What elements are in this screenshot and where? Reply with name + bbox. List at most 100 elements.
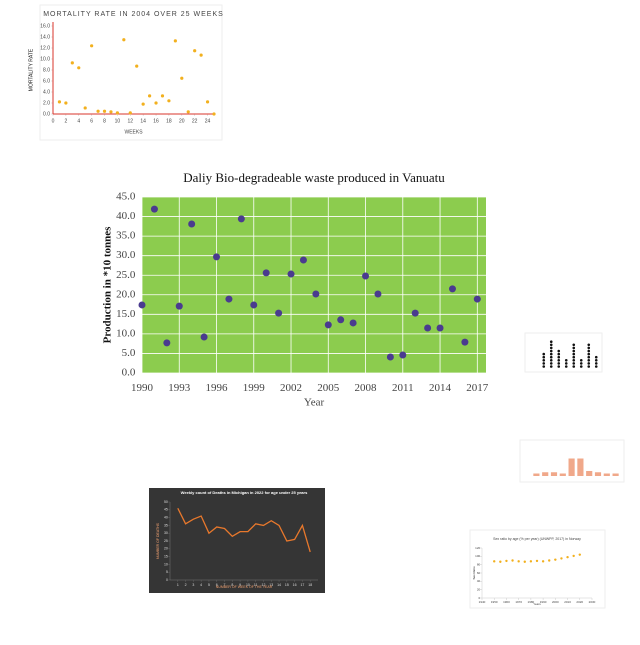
y-tick-label: 16.0 [40,23,50,29]
data-point [188,220,196,228]
data-point [448,285,456,293]
data-point [90,44,94,48]
dot [587,365,591,368]
x-tick-label: 1950 [491,600,498,604]
data-point [499,560,502,563]
dot [579,362,583,365]
x-tick-label: 17 [300,583,304,587]
chart-title: Sex ratio by age (% per year) (UNWPP, 20… [493,537,581,541]
data-point [212,112,216,116]
dot [587,355,591,359]
dot [549,362,553,365]
y-axis-label: MORTALITY RATE [28,48,34,91]
data-point [167,99,171,103]
y-tick-label: 6.0 [43,78,50,84]
data-point [96,109,100,113]
plot-background [142,197,486,373]
data-point [199,53,203,57]
data-point [554,558,557,561]
dot [587,352,591,356]
dot-column [542,352,546,368]
dot [572,346,576,350]
data-point [102,109,107,113]
data-point [505,559,508,563]
dot [587,343,591,347]
data-point [337,316,345,324]
data-point [299,256,307,264]
y-tick-label: 10.0 [116,327,136,339]
data-point [275,309,283,317]
x-tick-label: 4 [77,118,80,124]
y-axis-label: Production in *10 tonnes [102,226,114,344]
chart-title: Weekly count of Deaths in Michigan in 20… [181,490,308,495]
x-tick-label: 8 [103,118,106,124]
dot [557,365,561,368]
bar [577,458,584,476]
data-point [523,560,526,563]
y-tick-label: 25.0 [116,269,136,281]
data-point [362,272,370,280]
dot [549,340,553,344]
x-axis-label: WEEKS [124,129,143,135]
dot [557,349,561,353]
x-tick-label: 10 [115,118,121,124]
dot [542,352,546,356]
data-point [141,102,145,106]
x-tick-label: 8 [231,583,233,587]
bar [568,458,575,476]
dot [557,359,561,362]
bar [603,473,610,476]
x-tick-label: 7 [224,583,226,587]
data-point [517,560,520,563]
dot [572,349,576,353]
data-point [535,559,539,563]
data-point [163,339,171,347]
y-tick-label: 15.0 [116,308,136,320]
y-tick-label: 35 [164,523,168,527]
y-tick-label: 8.0 [43,67,50,73]
x-axis-label: Years [533,602,541,606]
dot [587,359,591,362]
y-tick-label: 20 [164,547,168,551]
data-point [578,553,581,556]
data-point [205,100,210,104]
x-tick-label: 6 [216,583,218,587]
dot [564,362,568,365]
x-tick-label: 2010 [564,600,571,604]
x-tick-label: 1960 [503,600,510,604]
x-tick-label: 4 [200,583,202,587]
x-tick-label: 2 [64,118,67,124]
x-tick-label: 2002 [280,382,302,394]
data-point [115,111,119,115]
dot-column [594,355,598,368]
dot [542,362,546,365]
bar [594,472,602,476]
y-tick-label: 120 [475,546,480,550]
dot [572,343,576,347]
dot [594,365,598,368]
y-tick-label: 0.0 [43,111,50,117]
data-point [493,560,496,563]
data-point [399,351,407,359]
x-tick-label: 14 [140,118,146,124]
x-tick-label: 1990 [540,600,547,604]
data-point [374,290,382,298]
chart-frame [469,529,606,609]
x-tick-label: 1993 [168,382,191,394]
dot [587,346,591,350]
dot [542,355,546,359]
dot [549,355,553,359]
data-point [511,559,514,562]
x-tick-label: 18 [308,583,312,587]
data-point [70,61,74,65]
dot [549,365,553,368]
x-tick-label: 22 [192,118,198,124]
data-point [566,555,569,559]
dot [542,359,546,362]
data-point [262,269,270,277]
bar [559,473,566,476]
dot [579,359,583,362]
y-axis-label: Sex Ratio [472,566,476,579]
dot [579,365,583,368]
